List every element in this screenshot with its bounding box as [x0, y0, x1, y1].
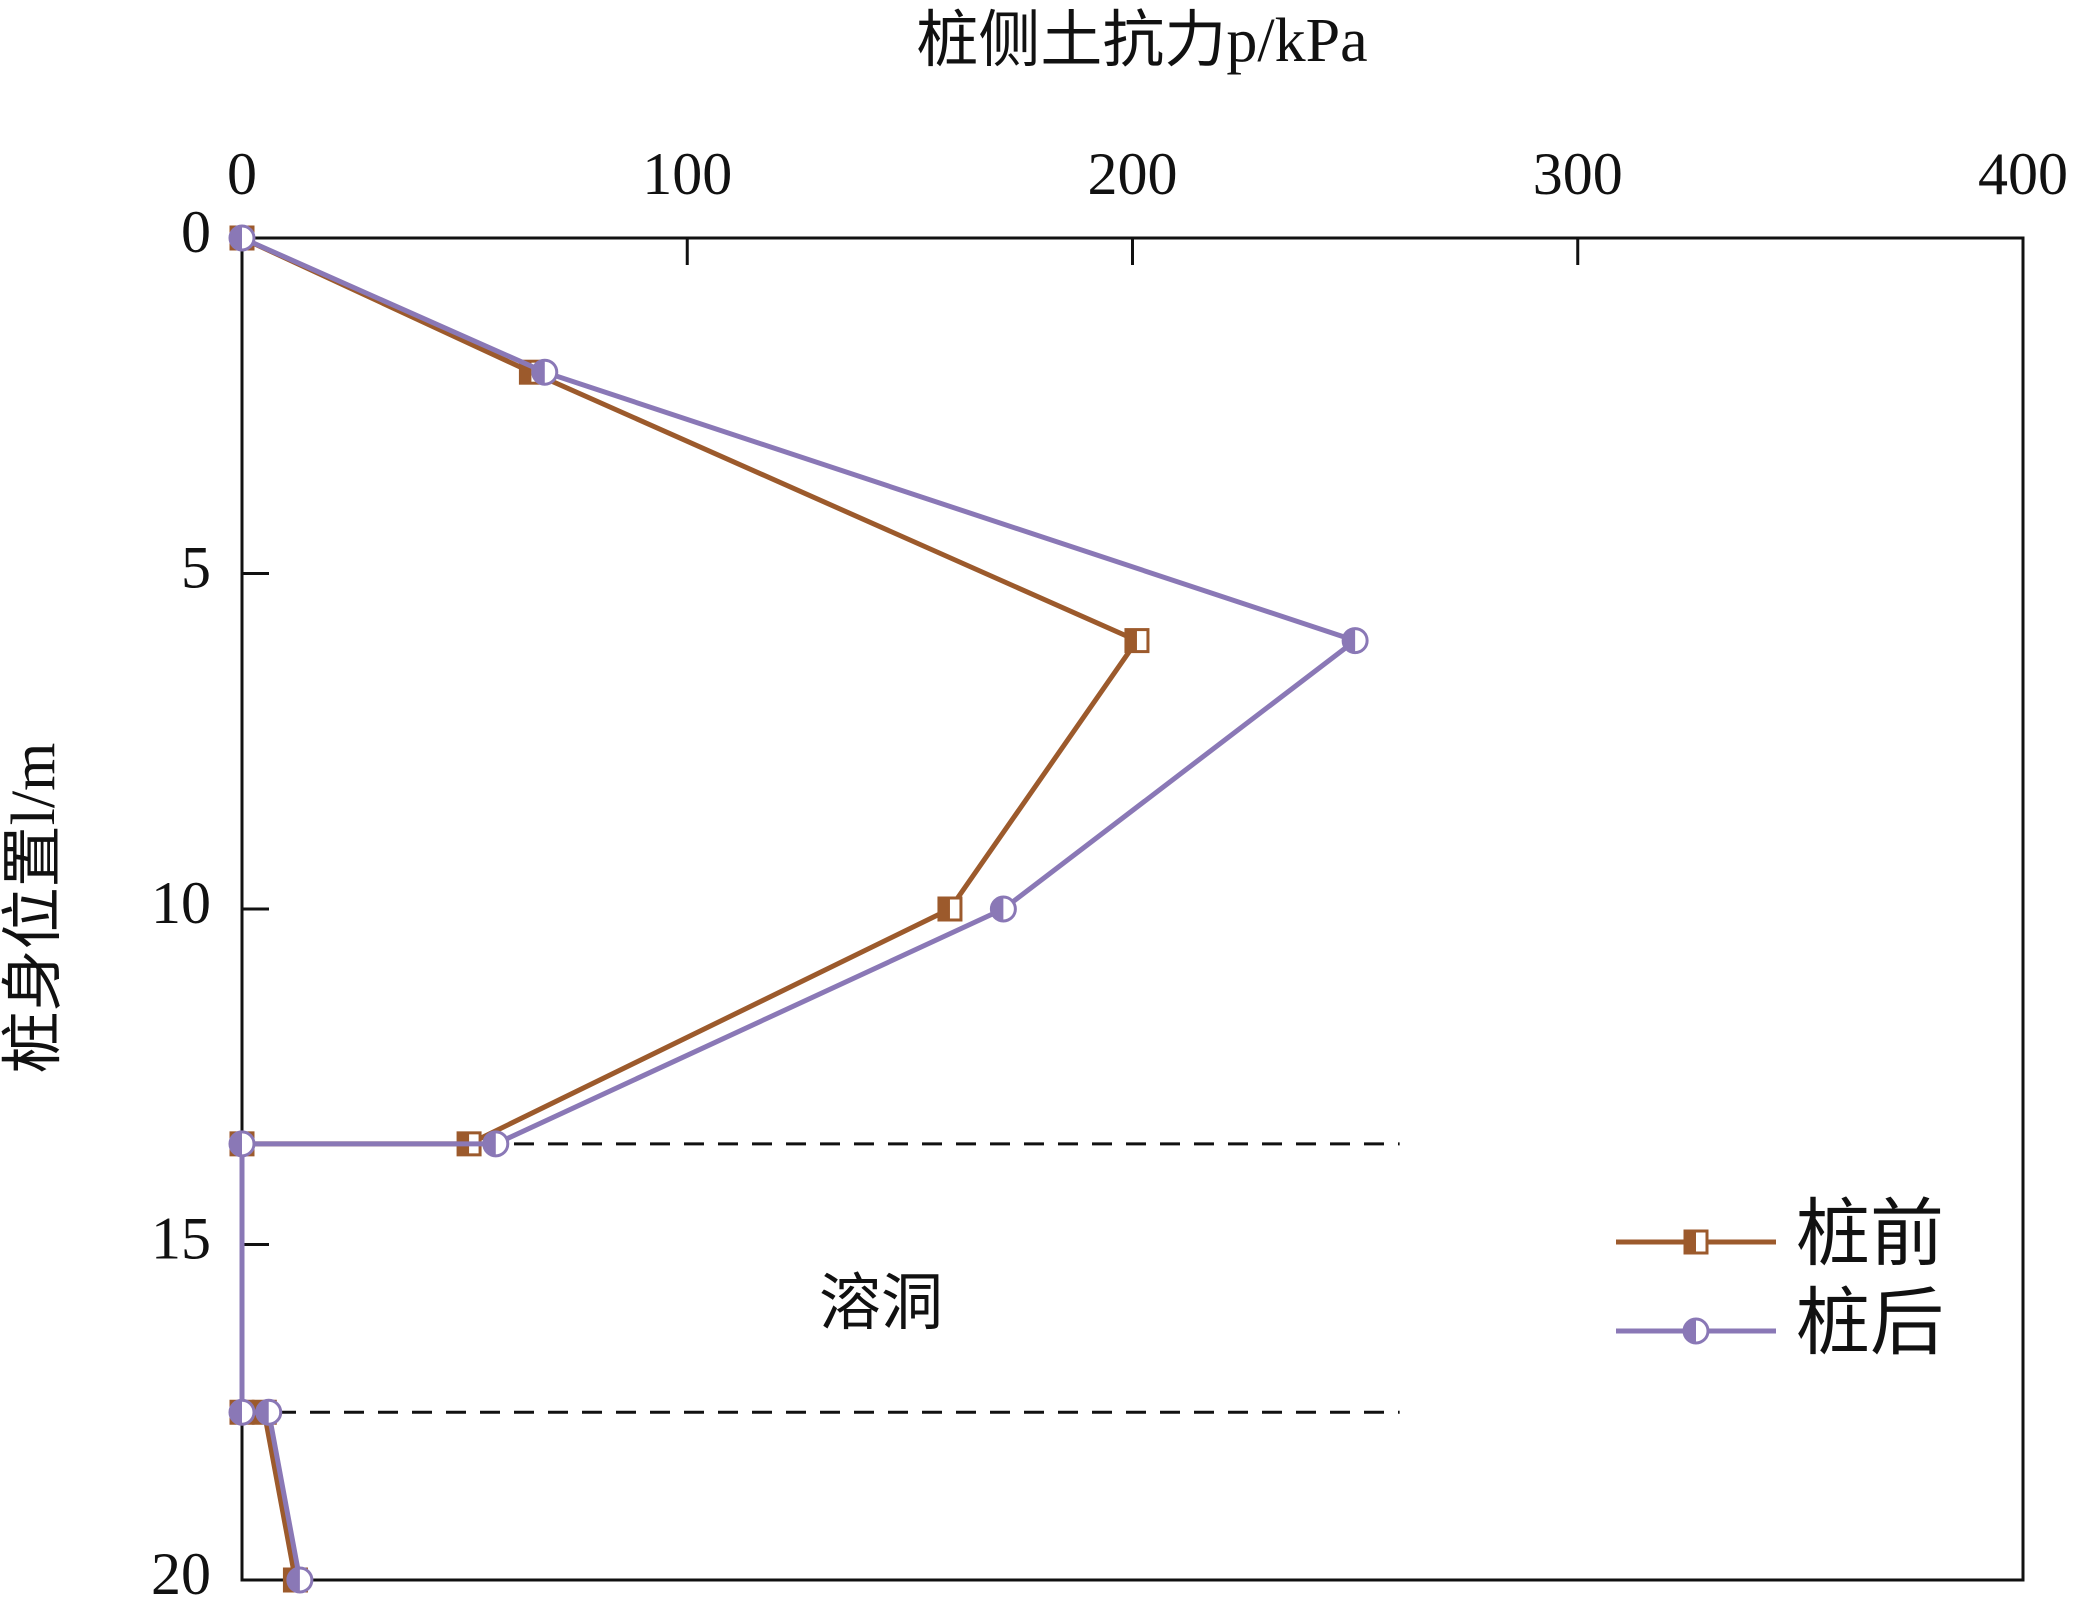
marker	[531, 358, 559, 386]
marker-fill	[256, 1400, 269, 1425]
x-axis-label: 桩侧土抗力p/kPa	[916, 7, 1367, 75]
marker	[1124, 628, 1150, 654]
x-tick-label: 400	[1978, 141, 2068, 207]
marker	[937, 896, 963, 922]
marker-fill	[230, 1131, 242, 1156]
marker-fill	[520, 361, 532, 384]
x-tick-label: 100	[642, 141, 732, 207]
legend-label: 桩后	[1796, 1283, 1944, 1365]
marker-fill	[230, 226, 242, 250]
marker	[228, 1398, 256, 1426]
marker	[255, 1398, 283, 1426]
marker	[286, 1566, 314, 1594]
legend-label: 桩前	[1796, 1194, 1944, 1276]
marker-fill	[230, 1400, 242, 1425]
marker-fill	[1343, 628, 1356, 653]
marker	[228, 1130, 256, 1158]
marker-fill	[1125, 629, 1137, 652]
marker-fill	[1684, 1319, 1696, 1343]
marker	[1341, 627, 1369, 655]
x-tick-label: 200	[1088, 141, 1178, 207]
y-tick-label: 5	[181, 534, 211, 600]
marker	[228, 224, 256, 252]
annotation: 溶洞	[819, 1270, 943, 1338]
y-tick-label: 10	[151, 870, 211, 936]
marker-fill	[1685, 1231, 1696, 1253]
plot-frame	[240, 236, 2025, 1582]
y-tick-label: 15	[151, 1205, 211, 1271]
x-tick-label: 300	[1533, 141, 1623, 207]
x-tick-label: 0	[227, 141, 257, 207]
marker-fill	[532, 360, 545, 385]
y-tick-label: 20	[151, 1541, 211, 1607]
y-axis-label: 桩身位置l/m	[0, 743, 68, 1074]
marker	[482, 1130, 510, 1158]
marker-fill	[287, 1568, 300, 1592]
series-line	[239, 235, 1361, 1581]
marker-fill	[938, 898, 950, 920]
marker	[989, 895, 1017, 923]
marker	[1682, 1317, 1710, 1345]
marker-fill	[483, 1131, 496, 1156]
y-tick-label: 0	[181, 199, 211, 265]
marker-fill	[991, 897, 1004, 921]
marker	[1683, 1229, 1709, 1255]
